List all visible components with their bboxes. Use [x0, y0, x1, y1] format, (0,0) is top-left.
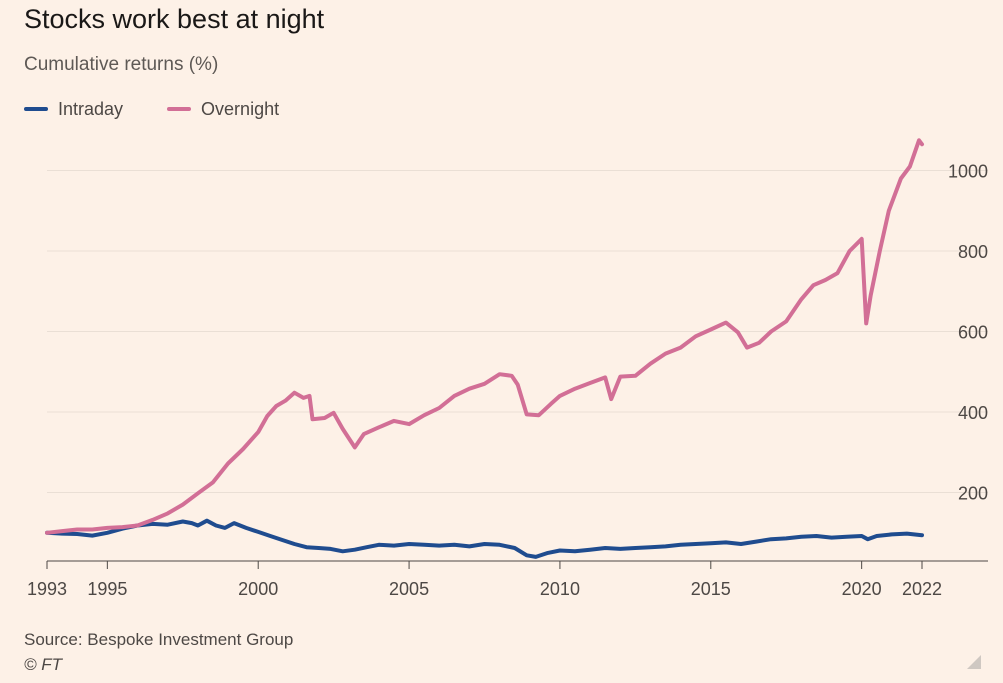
source-note: Source: Bespoke Investment Group: [24, 630, 294, 649]
legend-swatch-overnight: [167, 107, 192, 111]
y-tick-label-200: 200: [958, 484, 988, 504]
legend-item-overnight: Overnight: [167, 99, 279, 120]
chart-subtitle: Cumulative returns (%): [24, 54, 219, 75]
chart-title: Stocks work best at night: [24, 4, 325, 34]
legend-item-intraday: Intraday: [24, 99, 123, 120]
copyright-note: © FT: [24, 655, 63, 674]
x-tick-label-2005: 2005: [389, 579, 429, 599]
series-line-intraday: [45, 518, 924, 559]
x-tick-label-2020: 2020: [842, 579, 882, 599]
y-tick-label-400: 400: [958, 403, 988, 423]
y-tick-label-600: 600: [958, 323, 988, 343]
series-line-overnight: [45, 138, 924, 535]
legend: Intraday Overnight: [24, 98, 323, 120]
legend-label-overnight: Overnight: [201, 98, 280, 119]
x-tick-label-2022: 2022: [902, 579, 942, 599]
x-tick-label-1993: 1993: [27, 579, 67, 599]
y-tick-label-800: 800: [958, 242, 988, 262]
x-tick-label-2015: 2015: [691, 579, 731, 599]
legend-label-intraday: Intraday: [58, 98, 124, 119]
resize-handle-icon[interactable]: [967, 655, 981, 669]
x-tick-label-2000: 2000: [238, 579, 278, 599]
x-tick-label-2010: 2010: [540, 579, 580, 599]
y-tick-label-1000: 1000: [948, 162, 988, 182]
legend-swatch-intraday: [24, 107, 48, 111]
x-tick-label-1995: 1995: [87, 579, 127, 599]
